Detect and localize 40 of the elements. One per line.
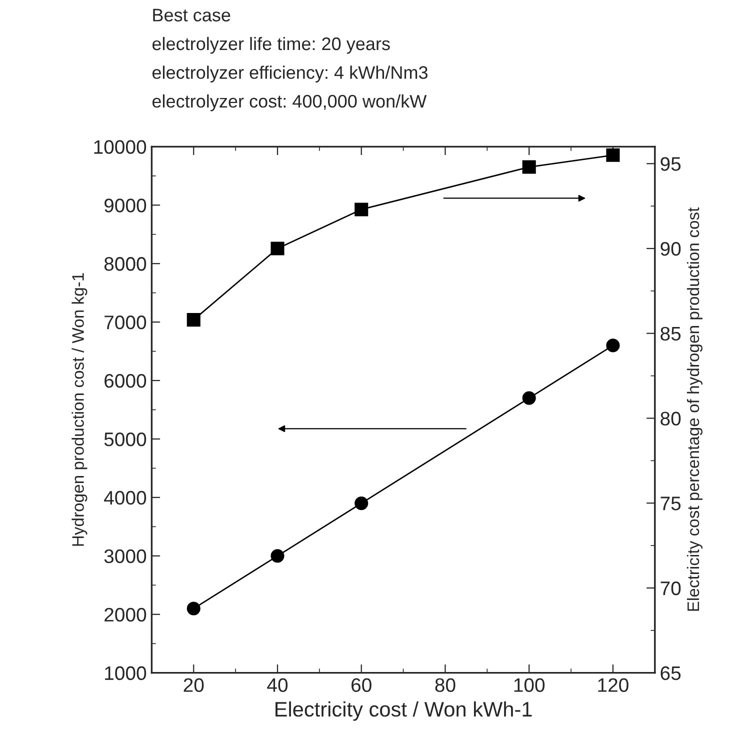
y-tick-label: 9000 <box>104 198 146 212</box>
x-tick-label: 120 <box>598 678 628 692</box>
y-tick-label: 6000 <box>104 374 146 388</box>
y2-tick-label: 95 <box>660 157 681 171</box>
y2-tick-label: 75 <box>660 496 681 510</box>
y2-tick-label: 70 <box>660 581 681 596</box>
x-tick-label: 60 <box>352 678 372 692</box>
chart-title: Best case <box>153 8 230 22</box>
y-tick-label: 2000 <box>104 608 146 622</box>
point <box>354 496 368 510</box>
x-tick-label: 20 <box>184 678 204 692</box>
point <box>354 202 368 216</box>
y-tick-label: 10000 <box>94 140 146 154</box>
y2-tick-label: 65 <box>660 666 681 680</box>
y-tick-label: 4000 <box>104 490 146 505</box>
point <box>186 602 200 616</box>
text: electrolyzer life time: 20 years <box>152 36 390 54</box>
point <box>606 338 620 352</box>
point <box>270 549 284 563</box>
x-tick-label: 80 <box>435 678 456 692</box>
point <box>606 148 620 162</box>
text: electrolyzer cost: 400,000 won/kW <box>152 94 427 112</box>
y-tick-label: 3000 <box>104 549 146 564</box>
y2-axis-title: Electricity cost percentage of hydrogen production cost <box>686 207 702 611</box>
y-axis-title: Hydrogen production cost / Won kg-1 <box>72 273 88 546</box>
text: electrolyzer efficiency: 4 kWh/Nm3 <box>152 66 428 83</box>
y2-tick-label: 90 <box>660 242 681 256</box>
x-axis-title: Electricity cost / Won kWh-1 <box>276 701 532 721</box>
y-tick-label: 8000 <box>104 257 146 271</box>
y-tick-label: 7000 <box>104 316 146 330</box>
point <box>270 242 284 256</box>
y-tick-label: 1000 <box>105 666 146 680</box>
x-tick-label: 100 <box>514 678 545 692</box>
point <box>522 160 536 174</box>
y2-tick-label: 80 <box>660 412 681 426</box>
point <box>522 391 536 405</box>
x-tick-label: 40 <box>267 678 288 692</box>
point <box>186 313 200 327</box>
y-tick-label: 5000 <box>104 432 146 446</box>
y2-tick-label: 85 <box>660 326 681 341</box>
